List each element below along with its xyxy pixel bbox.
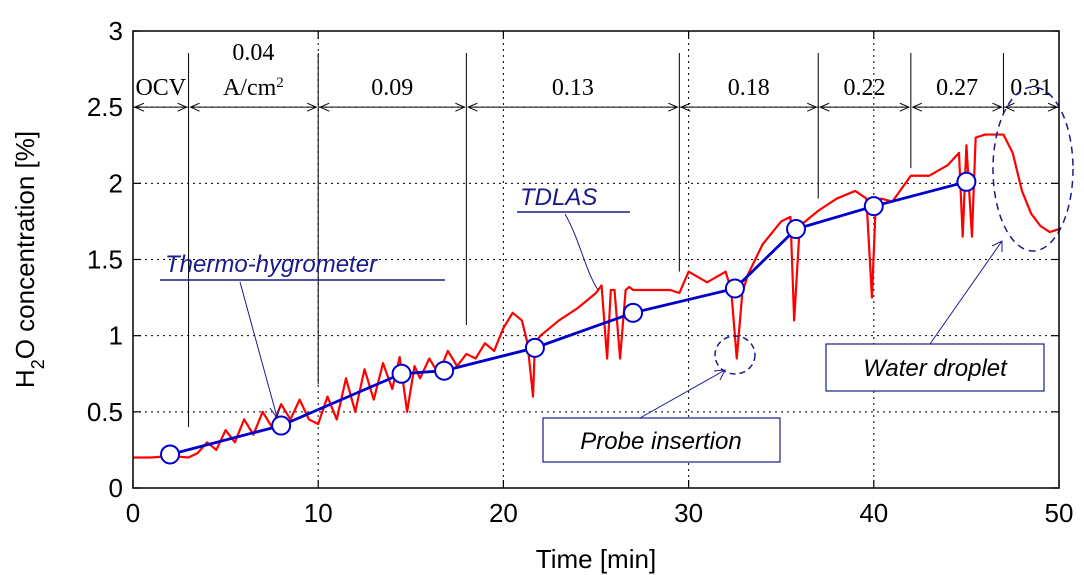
region-arrowhead-left bbox=[819, 102, 830, 112]
region-label: 0.09 bbox=[371, 75, 413, 101]
probe-insertion-pointer bbox=[639, 369, 726, 419]
x-tick-label: 30 bbox=[674, 498, 703, 528]
water-droplet-circle bbox=[992, 86, 1074, 252]
region-arrowhead-left bbox=[1004, 102, 1015, 112]
region-arrowhead-right bbox=[807, 102, 818, 112]
x-tick-label: 10 bbox=[304, 498, 333, 528]
region-arrowhead-right bbox=[668, 102, 679, 112]
thermo-hygrometer-point bbox=[391, 363, 412, 384]
current-region-labels: OCV 0.04 A/cm2 0.09 0.13 0.18 0.22 0.27 0.31 bbox=[135, 40, 1052, 101]
y-tick-label: 0 bbox=[109, 473, 123, 503]
thermo-hygrometer-point bbox=[724, 278, 745, 299]
thermo-hygrometer-point bbox=[786, 219, 807, 240]
water-droplet-arrowhead bbox=[991, 240, 1003, 252]
thermo-hygrometer-arrowhead bbox=[269, 405, 281, 420]
probe-insertion-box bbox=[542, 417, 781, 463]
axis-ticks: 0 10 20 30 40 50 0 0.5 1 1.5 2 2.5 3 bbox=[87, 16, 1074, 528]
annotations: TDLAS Thermo-hygrometer Probe insertion Wat… bbox=[160, 86, 1074, 463]
region-label: 0.27 bbox=[936, 75, 978, 101]
region-arrowhead-left bbox=[680, 102, 691, 112]
region-arrowhead-right bbox=[992, 102, 1003, 112]
x-axis-title: Time [min] bbox=[536, 544, 656, 574]
y-tick-label: 1.5 bbox=[87, 245, 123, 275]
y-tick-label: 1 bbox=[109, 321, 123, 351]
thermo-hygrometer-point bbox=[434, 360, 455, 381]
probe-insertion-circle bbox=[714, 335, 756, 375]
thermo-hygrometer-point bbox=[271, 415, 292, 436]
thermo-hygrometer-point bbox=[160, 444, 181, 465]
region-label: 0.22 bbox=[844, 75, 886, 101]
region-arrowhead-right bbox=[177, 102, 188, 112]
region-arrowhead-left bbox=[467, 102, 478, 112]
tdlas-pointer bbox=[564, 213, 599, 291]
region-label: 0.13 bbox=[552, 75, 594, 101]
tdlas-annotation: TDLAS bbox=[520, 184, 597, 211]
y-axis-title: H2O concentration [%] bbox=[10, 131, 48, 388]
x-tick-label: 40 bbox=[859, 498, 888, 528]
x-tick-label: 0 bbox=[126, 498, 140, 528]
region-arrowhead-right bbox=[899, 102, 911, 112]
thermo-hygrometer-annotation: Thermo-hygrometer bbox=[165, 251, 378, 278]
tdlas-line bbox=[133, 133, 1060, 459]
y-tick-label: 2.5 bbox=[87, 92, 123, 122]
water-droplet-annotation: Water droplet bbox=[863, 355, 1008, 382]
region-label: OCV bbox=[135, 75, 186, 101]
region-label: 0.18 bbox=[728, 75, 770, 101]
region-arrowhead-left bbox=[189, 102, 200, 112]
water-droplet-box bbox=[825, 343, 1045, 392]
y-tick-label: 3 bbox=[109, 16, 123, 46]
probe-insertion-annotation: Probe insertion bbox=[580, 428, 741, 455]
series-lines bbox=[133, 133, 1060, 459]
y-tick-label: 0.5 bbox=[87, 397, 123, 427]
y-tick-label: 2 bbox=[109, 168, 123, 198]
thermo-hygrometer-line bbox=[169, 180, 967, 456]
region-arrowhead-left bbox=[911, 102, 923, 112]
thermo-hygrometer-point bbox=[623, 302, 644, 323]
region-label-unit: A/cm2 bbox=[223, 75, 284, 101]
water-droplet-pointer bbox=[929, 240, 1003, 345]
thermo-hygrometer-point bbox=[524, 337, 545, 358]
probe-insertion-arrowhead bbox=[713, 369, 726, 381]
thermo-hygrometer-point bbox=[863, 196, 884, 217]
current-region-boundaries bbox=[133, 53, 1059, 428]
x-tick-label: 20 bbox=[489, 498, 518, 528]
x-tick-label: 50 bbox=[1045, 498, 1074, 528]
region-label: 0.31 bbox=[1010, 75, 1052, 101]
thermo-hygrometer-point bbox=[956, 171, 977, 192]
region-arrowhead-left bbox=[318, 102, 330, 112]
thermo-hygrometer-markers bbox=[160, 171, 977, 465]
region-arrowhead-right bbox=[306, 102, 318, 112]
region-label: 0.04 bbox=[232, 40, 274, 66]
thermo-hygrometer-pointer bbox=[239, 281, 278, 418]
region-arrowhead-right bbox=[455, 102, 466, 112]
